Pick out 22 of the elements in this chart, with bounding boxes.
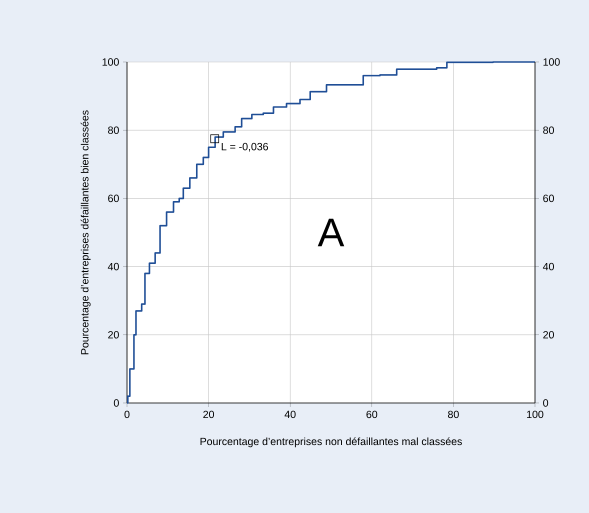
y2-tick-label: 40: [542, 262, 554, 270]
x-tick-label: 20: [203, 410, 214, 418]
y-tick-label: 40: [108, 262, 119, 270]
y2-tick-label: 20: [543, 331, 554, 339]
y-tick-label: 60: [108, 194, 119, 202]
y-axis-title: Pourcentage d’entreprises défaillantes bien classées: [80, 110, 91, 354]
annotation: L = -0,036: [222, 142, 268, 152]
x-tick-label: 100: [527, 410, 544, 418]
x-axis-title: Pourcentage d’entreprises non défaillantes mal classées: [200, 437, 462, 448]
y-tick-label: 100: [102, 58, 119, 66]
annotation: A: [318, 218, 344, 246]
x-tick-label: 60: [366, 410, 378, 418]
y-tick-label: 0: [114, 399, 119, 407]
x-tick-label: 0: [124, 410, 130, 418]
y2-tick-label: 80: [543, 126, 554, 134]
x-tick-label: 40: [284, 410, 296, 418]
y2-tick-label: 60: [543, 194, 554, 202]
y2-tick-label: 0: [543, 399, 548, 407]
y2-tick-label: 100: [544, 58, 560, 66]
y-tick-label: 80: [108, 126, 119, 134]
y-tick-label: 20: [108, 331, 119, 339]
x-tick-label: 80: [448, 410, 459, 418]
